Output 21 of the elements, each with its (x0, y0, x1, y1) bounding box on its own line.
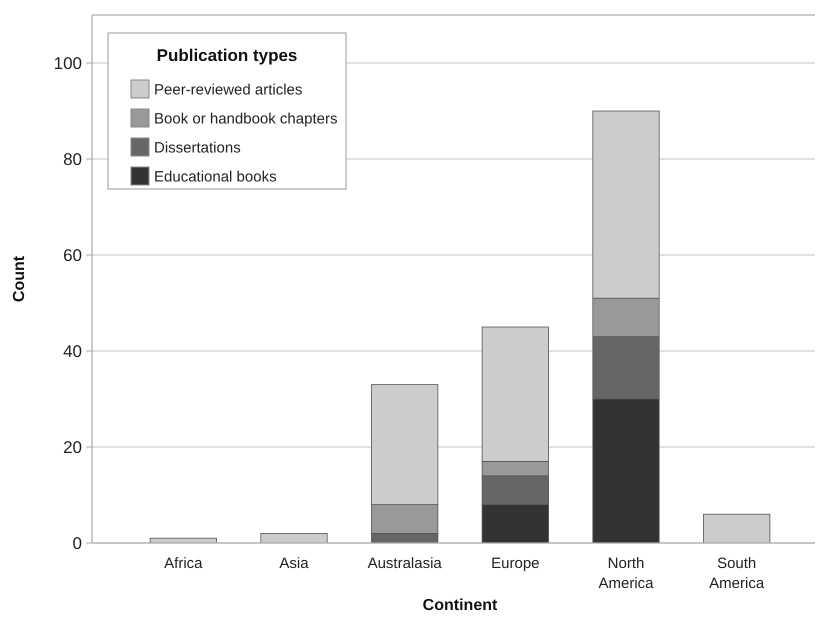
x-tick-label: North America (598, 555, 654, 592)
y-tick-label: 40 (63, 342, 82, 361)
x-tick-label: Australasia (368, 555, 442, 572)
x-tick-label: Africa (164, 555, 204, 572)
y-tick-label: 20 (63, 438, 82, 457)
bar (260, 533, 328, 544)
y-tick-label: 0 (72, 534, 82, 553)
y-tick-label: 100 (54, 54, 82, 73)
y-tick-label: 60 (63, 246, 82, 265)
legend-label: Dissertations (154, 139, 241, 156)
x-tick-label: Europe (491, 555, 540, 572)
x-tick-label: Asia (279, 555, 310, 572)
legend-label: Book or handbook chapters (154, 110, 338, 128)
y-axis-title: Count (11, 255, 28, 302)
y-tick-label: 80 (63, 150, 82, 169)
legend-label: Peer-reviewed articles (154, 81, 302, 98)
bar (703, 514, 770, 544)
legend-title: Publication types (156, 46, 298, 65)
x-tick-label: South America (709, 555, 765, 592)
x-axis-title: Continent (422, 597, 498, 614)
legend-label: Educational books (154, 168, 277, 186)
